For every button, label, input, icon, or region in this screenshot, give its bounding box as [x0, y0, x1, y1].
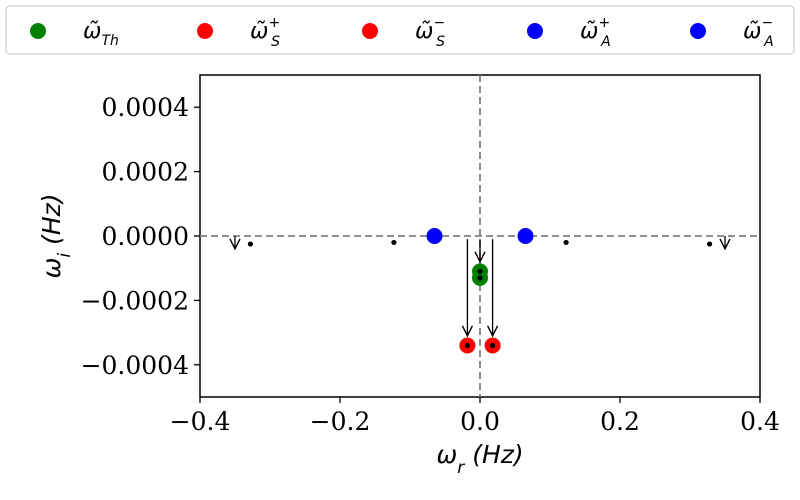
series-4-point — [426, 228, 443, 244]
x-axis-label: ωr (Hz) — [436, 440, 523, 478]
arrows — [235, 236, 725, 336]
reference-lines — [200, 75, 760, 397]
y-tick-label: −0.0004 — [81, 351, 189, 380]
x-tick-label: 0.4 — [740, 407, 780, 436]
small-point — [464, 342, 470, 349]
x-tick-label: −0.4 — [170, 407, 231, 436]
small-point — [490, 342, 496, 349]
x-tick-label: −0.2 — [310, 407, 371, 436]
plot-area — [199, 74, 761, 398]
y-tick-label: 0.0000 — [102, 222, 189, 251]
x-tick-label: 0.0 — [460, 407, 500, 436]
legend-marker — [197, 23, 213, 39]
y-tick-label: −0.0002 — [81, 286, 189, 315]
x-axis: −0.4 −0.2 0.0 0.2 0.4 — [170, 397, 780, 436]
y-axis: 0.0004 0.0002 0.0000 −0.0002 −0.0004 — [81, 93, 200, 380]
legend-marker — [690, 23, 706, 39]
legend-marker — [527, 23, 543, 39]
x-tick-label: 0.2 — [600, 407, 640, 436]
small-points — [247, 239, 713, 349]
legend-entry: ω̃− S — [362, 15, 445, 50]
series-3-point — [517, 228, 534, 244]
legend-marker — [362, 23, 378, 39]
y-tick-label: 0.0004 — [102, 93, 189, 122]
y-axis-label: ωi (Hz) — [37, 193, 75, 278]
legend-marker — [30, 23, 46, 39]
legend-frame — [5, 5, 795, 55]
y-tick-label: 0.0002 — [102, 158, 189, 187]
small-point — [563, 239, 569, 246]
small-point — [391, 239, 397, 246]
small-point — [477, 268, 483, 275]
small-point — [477, 275, 483, 281]
small-point — [707, 241, 713, 247]
small-point — [247, 241, 253, 247]
